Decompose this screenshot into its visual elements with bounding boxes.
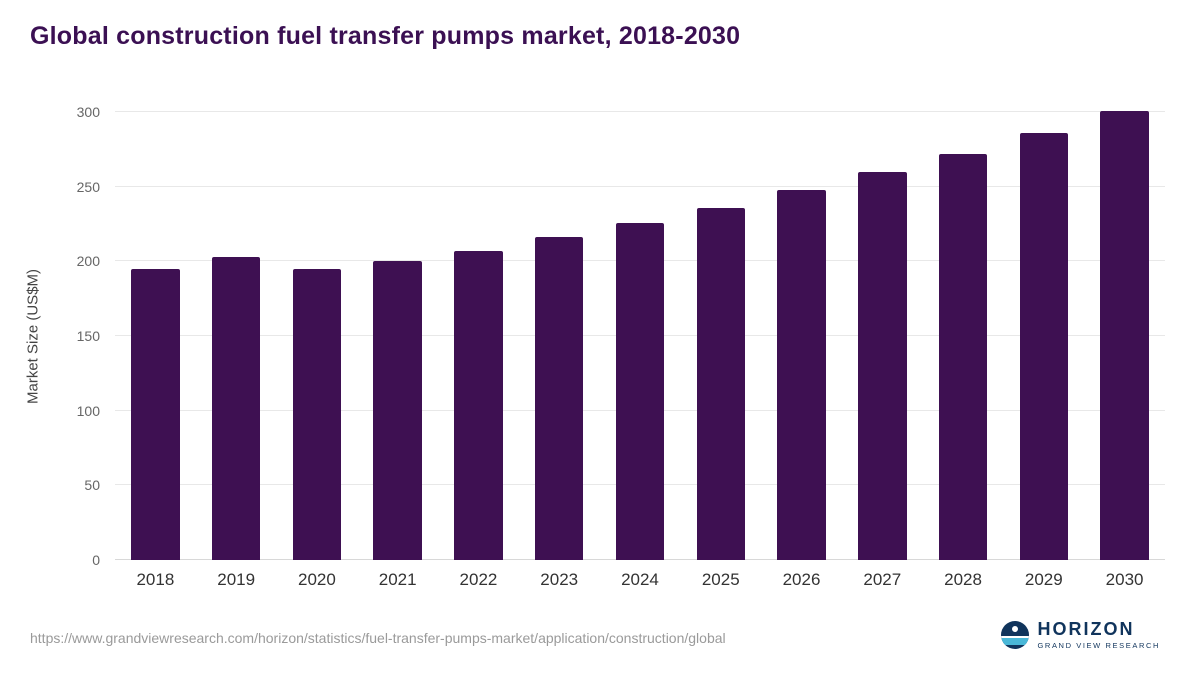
- x-axis-label: 2020: [298, 570, 336, 589]
- bar-slot: [519, 112, 600, 560]
- x-axis-label: 2028: [944, 570, 982, 589]
- bar-slot: [923, 112, 1004, 560]
- bar-slot: [1084, 110, 1165, 560]
- bar-2029: [1019, 132, 1069, 560]
- y-axis-label: Market Size (US$M): [24, 268, 42, 404]
- y-tick-label: 250: [76, 178, 100, 195]
- x-axis-label: 2024: [621, 570, 659, 589]
- x-axis-label: 2025: [701, 570, 740, 589]
- brand-name: HORIZON: [1037, 619, 1135, 639]
- bar-2027: [858, 171, 907, 560]
- bar-2022: [454, 250, 503, 560]
- x-axis-label: 2023: [540, 570, 579, 589]
- bar-slot: [115, 112, 196, 560]
- source-url: https://www.grandviewresearch.com/horizo…: [30, 630, 726, 646]
- bar-2026: [777, 189, 826, 560]
- bar-slot: [761, 112, 842, 560]
- logo-sea-shape: [1000, 638, 1029, 646]
- brand-subtitle: GRAND VIEW RESEARCH: [1037, 640, 1160, 650]
- y-axis-ticks: 0 50 100 150 200 250 300: [55, 104, 100, 568]
- x-axis-label: 2027: [863, 570, 902, 589]
- y-tick-label: 150: [76, 328, 100, 344]
- y-tick-label: 50: [84, 477, 100, 494]
- y-tick-label: 200: [76, 253, 100, 270]
- horizon-logo-icon: [1000, 621, 1029, 650]
- x-axis-label: 2029: [1024, 570, 1063, 589]
- bar-2028: [938, 153, 988, 560]
- x-axis-label: 2022: [459, 570, 498, 589]
- x-axis-label: 2021: [378, 570, 417, 589]
- gridline: [115, 185, 1165, 187]
- logo-horizon-line: [1000, 636, 1029, 639]
- bar-2019: [211, 256, 261, 560]
- x-axis-label: 2018: [136, 570, 175, 589]
- bar-slot: [1003, 112, 1084, 560]
- bar-2025: [696, 207, 745, 560]
- bar-2024: [615, 222, 665, 560]
- bar-2020: [292, 268, 342, 560]
- bar-slot: [680, 112, 761, 560]
- bar-slot: [600, 112, 681, 560]
- page-title: Global construction fuel transfer pumps …: [30, 22, 741, 50]
- bars-container: [115, 110, 1165, 560]
- bar-2018: [131, 268, 180, 560]
- bar-2021: [373, 261, 422, 560]
- bar-2030: [1100, 110, 1149, 560]
- x-axis-label: 2019: [217, 570, 256, 589]
- x-axis-label: 2030: [1105, 570, 1144, 589]
- horizon-logo: HORIZON GRAND VIEW RESEARCH: [1000, 619, 1161, 650]
- bar-2023: [534, 237, 584, 560]
- x-axis-labels: 2018 2019 2020 2021 2022 2023 2024 2025 2026 2027…: [115, 570, 1165, 590]
- bar-slot: [357, 112, 438, 560]
- y-tick-label: 0: [92, 552, 100, 568]
- bar-slot: [842, 112, 923, 560]
- bar-slot: [438, 112, 519, 560]
- y-tick-label: 100: [76, 402, 100, 419]
- bar-chart-plot-area: [115, 110, 1165, 560]
- logo-sun-dot: [1011, 626, 1018, 633]
- x-axis-label: 2026: [782, 570, 821, 589]
- y-tick-label: 300: [76, 104, 100, 120]
- bar-slot: [277, 112, 358, 560]
- bar-slot: [196, 112, 277, 560]
- gridline: [115, 111, 1165, 112]
